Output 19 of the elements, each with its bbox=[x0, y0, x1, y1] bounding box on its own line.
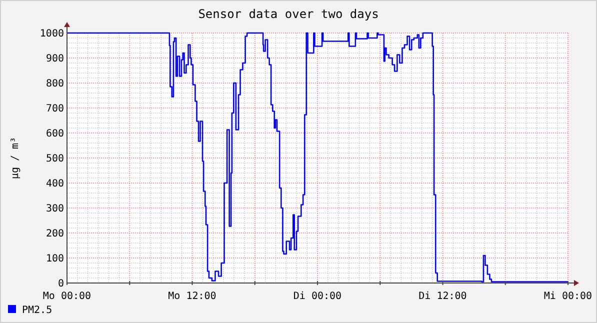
y-tick-label: 800 bbox=[46, 78, 64, 90]
x-tick-label: Mi 00:00 bbox=[544, 291, 592, 302]
y-tick-label: 0 bbox=[58, 278, 64, 290]
y-tick-label: 400 bbox=[46, 178, 64, 190]
y-axis-title: µg / m³ bbox=[10, 136, 21, 180]
y-tick-label: 1000 bbox=[40, 28, 64, 40]
x-tick-label: Di 00:00 bbox=[293, 291, 342, 302]
legend-label: PM2.5 bbox=[22, 305, 52, 316]
chart-title: Sensor data over two days bbox=[198, 7, 379, 21]
y-tick-label: 700 bbox=[46, 104, 64, 114]
y-tick-label: 500 bbox=[46, 154, 64, 164]
y-tick-label: 300 bbox=[46, 204, 64, 214]
x-tick-label: Mo 00:00 bbox=[42, 291, 92, 302]
x-tick-label: Mo 12:00 bbox=[168, 291, 216, 302]
y-tick-label: 900 bbox=[46, 54, 64, 64]
y-tick-label: 100 bbox=[46, 254, 64, 264]
y-tick-label: 600 bbox=[46, 128, 64, 140]
y-tick-label: 200 bbox=[46, 228, 64, 240]
x-tick-label: Di 12:00 bbox=[418, 291, 467, 302]
